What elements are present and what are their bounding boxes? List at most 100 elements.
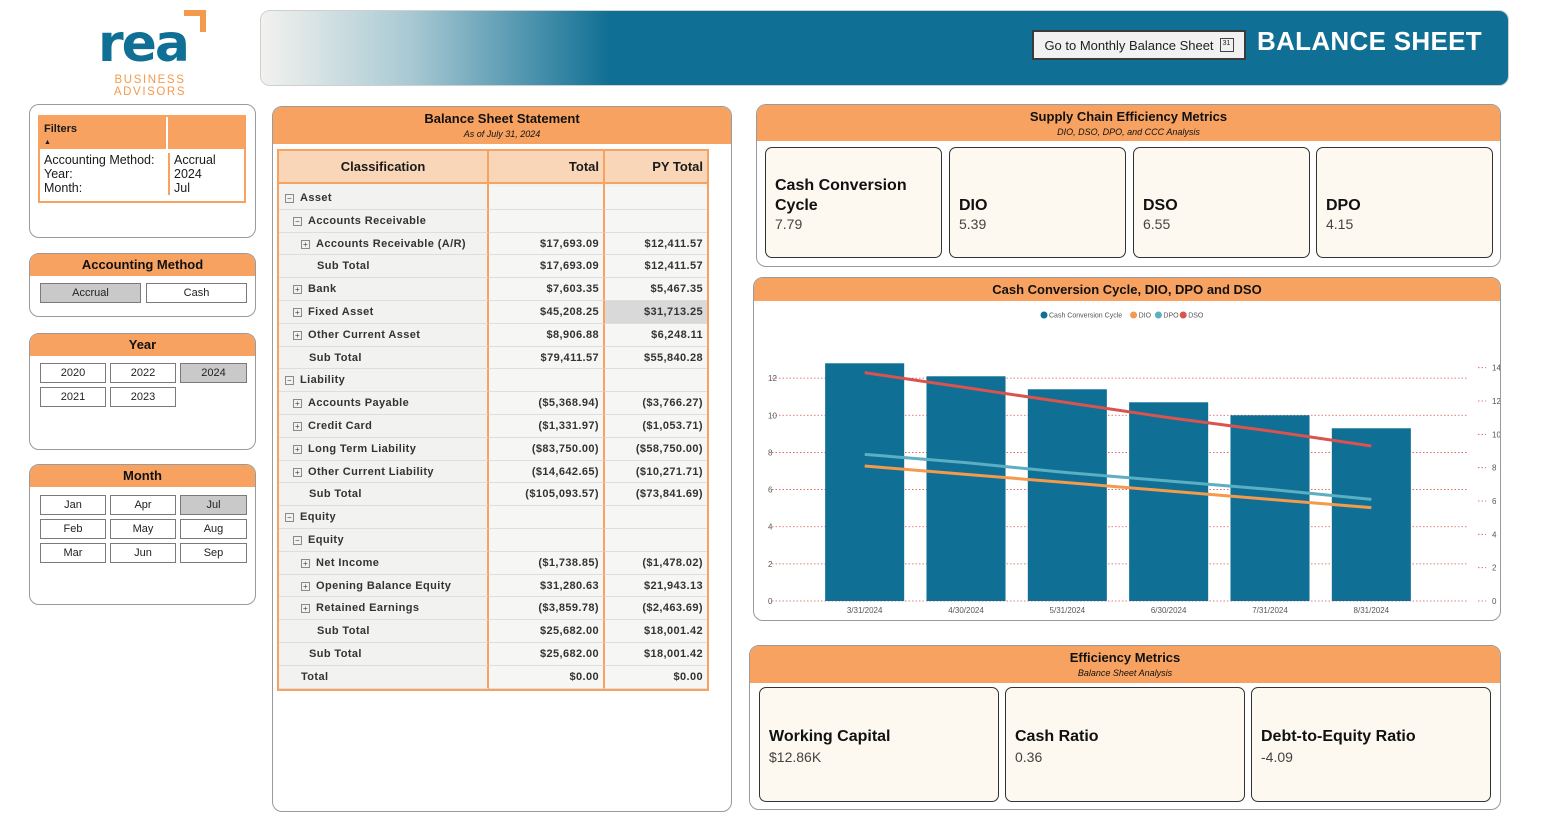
table-row[interactable]: + Long Term Liability ($83,750.00) ($58,750…: [279, 437, 707, 461]
table-row[interactable]: + Fixed Asset $45,208.25 $31,713.25: [279, 300, 707, 324]
y-right-tick-label: 10: [1492, 430, 1501, 439]
year-option-2023[interactable]: 2023: [110, 387, 176, 407]
collapse-icon[interactable]: −: [293, 535, 302, 545]
filters-header[interactable]: Filters ▲: [40, 117, 168, 149]
expand-icon[interactable]: +: [301, 558, 310, 568]
table-row[interactable]: Sub Total $17,693.09 $12,411.57: [279, 255, 707, 279]
accounting-method-accrual[interactable]: Accrual: [40, 283, 141, 303]
collapse-icon[interactable]: −: [285, 513, 294, 523]
month-option-mar[interactable]: Mar: [40, 543, 106, 563]
month-option-feb[interactable]: Feb: [40, 519, 106, 539]
expand-icon[interactable]: +: [293, 444, 302, 454]
month-option-aug[interactable]: Aug: [180, 519, 247, 539]
month-option-jan[interactable]: Jan: [40, 495, 106, 515]
year-option-2020[interactable]: 2020: [40, 363, 106, 383]
bar-cash-conversion-cycle: [1331, 428, 1411, 601]
table-row[interactable]: Sub Total $25,682.00 $18,001.42: [279, 620, 707, 643]
y-left-tick-label: 8: [768, 448, 773, 457]
cell-py-total: $12,411.57: [605, 255, 707, 279]
table-row[interactable]: Total $0.00 $0.00: [279, 665, 707, 689]
row-label: Sub Total: [309, 647, 362, 660]
kpi-title: Working Capital: [769, 728, 891, 745]
expand-icon[interactable]: +: [293, 467, 302, 477]
column-header-py-total[interactable]: PY Total: [652, 159, 703, 174]
page-title: BALANCE SHEET: [1257, 26, 1482, 56]
kpi-card-cash-conversion-cycle: Cash Conversion Cycle 7.79: [765, 147, 942, 258]
legend-marker: [1040, 311, 1048, 319]
x-tick-label: 8/31/2024: [1354, 606, 1390, 615]
legend-marker: [1179, 311, 1187, 319]
expand-icon[interactable]: +: [301, 581, 310, 591]
balance-sheet-header: Balance Sheet Statement As of July 31, 2…: [273, 107, 731, 144]
slicer-title: Month: [30, 465, 255, 487]
month-option-sep[interactable]: Sep: [180, 543, 247, 563]
cell-total: [489, 187, 605, 210]
table-row[interactable]: Sub Total $79,411.57 $55,840.28: [279, 346, 707, 370]
year-option-2024[interactable]: 2024: [180, 363, 247, 383]
table-row[interactable]: Sub Total $25,682.00 $18,001.42: [279, 642, 707, 666]
collapse-icon[interactable]: −: [285, 376, 294, 386]
table-row[interactable]: − Asset: [279, 187, 707, 210]
filter-label: Month:: [44, 181, 83, 195]
collapse-icon[interactable]: −: [293, 216, 302, 226]
bar-cash-conversion-cycle: [926, 376, 1006, 601]
month-option-apr[interactable]: Apr: [110, 495, 176, 515]
filters-table: Filters ▲ Accounting Method: Year: Month…: [38, 115, 246, 203]
year-option-2022[interactable]: 2022: [110, 363, 176, 383]
y-right-tick-label: 8: [1492, 464, 1497, 473]
y-left-tick-label: 0: [768, 597, 773, 606]
line-dio: [864, 464, 1372, 510]
table-row[interactable]: + Accounts Receivable (A/R) $17,693.09 $12,…: [279, 232, 707, 256]
cell-total: $8,906.88: [489, 323, 605, 347]
expand-icon[interactable]: +: [293, 421, 302, 431]
row-label: Opening Balance Equity: [316, 579, 452, 592]
filter-value: Jul: [174, 181, 190, 195]
cell-py-total: [605, 209, 707, 233]
table-row[interactable]: + Bank $7,603.35 $5,467.35: [279, 278, 707, 301]
month-option-jul[interactable]: Jul: [180, 495, 247, 515]
row-label: Other Current Liability: [308, 465, 434, 478]
ccc-chart-panel: Cash Conversion Cycle, DIO, DPO and DSO …: [753, 277, 1501, 621]
collapse-icon[interactable]: −: [285, 194, 294, 203]
column-header-total[interactable]: Total: [489, 151, 605, 182]
expand-icon[interactable]: +: [293, 307, 302, 317]
company-logo: rea BUSINESS ADVISORS: [80, 10, 220, 98]
row-label: Equity: [300, 511, 337, 524]
cell-py-total: $18,001.42: [605, 642, 707, 666]
cell-py-total: $12,411.57: [605, 232, 707, 256]
table-row[interactable]: + Opening Balance Equity $31,280.63 $21,943…: [279, 574, 707, 598]
expand-icon[interactable]: +: [293, 285, 302, 295]
month-option-jun[interactable]: Jun: [110, 543, 176, 563]
bar-cash-conversion-cycle: [1129, 402, 1209, 601]
table-row[interactable]: Sub Total ($105,093.57) ($73,841.69): [279, 483, 707, 507]
table-row[interactable]: + Accounts Payable ($5,368.94) ($3,766.27): [279, 392, 707, 415]
accounting-method-cash[interactable]: Cash: [146, 283, 247, 303]
cell-py-total: $21,943.13: [605, 574, 707, 598]
table-row[interactable]: + Retained Earnings ($3,859.78) ($2,463.69): [279, 597, 707, 621]
table-row[interactable]: − Liability: [279, 369, 707, 393]
expand-icon[interactable]: +: [293, 330, 302, 340]
row-label: Long Term Liability: [308, 442, 417, 455]
table-row[interactable]: + Other Current Asset $8,906.88 $6,248.11: [279, 323, 707, 347]
table-row[interactable]: + Credit Card ($1,331.97) ($1,053.71): [279, 414, 707, 438]
table-row[interactable]: − Accounts Receivable: [279, 209, 707, 233]
month-option-may[interactable]: May: [110, 519, 176, 539]
logo-mark: rea: [98, 14, 190, 74]
goto-monthly-balance-sheet-button[interactable]: Go to Monthly Balance Sheet 31: [1032, 30, 1246, 60]
kpi-title: DPO: [1326, 197, 1361, 214]
column-header-classification[interactable]: Classification: [279, 151, 489, 182]
table-row[interactable]: + Net Income ($1,738.85) ($1,478.02): [279, 551, 707, 575]
expand-icon[interactable]: +: [293, 399, 302, 409]
cell-py-total: ($2,463.69): [605, 597, 707, 621]
legend-label: DPO: [1163, 313, 1179, 320]
kpi-value: 4.15: [1326, 216, 1354, 232]
year-option-2021[interactable]: 2021: [40, 387, 106, 407]
cell-py-total: $18,001.42: [605, 620, 707, 643]
x-tick-label: 4/30/2024: [948, 606, 984, 615]
expand-icon[interactable]: +: [301, 604, 310, 614]
table-row[interactable]: − Equity: [279, 528, 707, 552]
table-row[interactable]: + Other Current Liability ($14,642.65) ($10…: [279, 460, 707, 484]
filters-body: Accounting Method: Year: Month: Accrual …: [40, 149, 244, 195]
expand-icon[interactable]: +: [301, 239, 310, 249]
table-row[interactable]: − Equity: [279, 506, 707, 529]
